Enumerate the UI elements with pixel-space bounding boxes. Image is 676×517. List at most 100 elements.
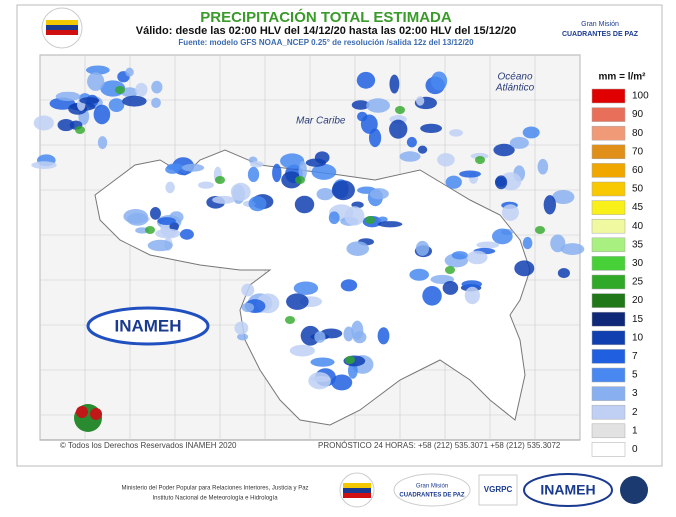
precip-cell <box>247 166 260 183</box>
precip-cell <box>236 333 249 341</box>
precip-cell <box>430 71 448 91</box>
precip-cell <box>75 126 85 134</box>
precip-cell <box>422 286 442 306</box>
precip-cell <box>79 97 100 104</box>
precip-cell <box>181 163 205 172</box>
precip-cell <box>501 204 519 221</box>
precip-cell <box>234 321 249 335</box>
precip-cell <box>150 207 161 220</box>
precip-cell <box>198 181 214 189</box>
precip-cell <box>250 161 264 168</box>
precip-cell <box>437 153 455 167</box>
precip-cell <box>122 95 147 107</box>
legend-swatch <box>591 144 626 160</box>
precip-cell <box>57 118 75 132</box>
legend-swatch <box>591 423 626 439</box>
legend-title: mm = l/m² <box>599 72 647 83</box>
precip-cell <box>351 320 364 340</box>
legend-swatch <box>591 237 626 253</box>
precip-cell <box>365 216 375 224</box>
legend-swatch <box>591 181 626 197</box>
inameh-logo <box>86 306 210 346</box>
precip-cell <box>514 260 535 277</box>
precip-cell <box>377 327 390 345</box>
precip-cell <box>155 228 181 239</box>
sea-label: Mar Caribe <box>296 116 346 127</box>
precip-cell <box>281 171 302 189</box>
forecast-phone: PRONÓSTICO 24 HORAS: +58 (212) 535.3071 … <box>318 441 561 450</box>
institute: Instituto Nacional de Meteorología e Hid… <box>152 496 278 502</box>
precip-cell <box>366 98 391 113</box>
precip-cell <box>212 195 236 204</box>
precip-cell <box>356 71 376 89</box>
precip-cell <box>179 229 194 240</box>
legend-swatch <box>591 88 626 104</box>
precip-cell <box>389 119 408 139</box>
logo-text: Gran Misión <box>416 484 448 490</box>
precip-cell <box>93 104 111 125</box>
precip-cell <box>289 344 315 357</box>
precip-cell <box>399 151 421 162</box>
logo-text: CUADRANTES DE PAZ <box>562 31 639 38</box>
legend-label: 45 <box>632 202 644 213</box>
legend-label: 1 <box>632 425 638 436</box>
legend-label: 25 <box>632 277 644 288</box>
precip-cell <box>248 196 267 212</box>
precip-cell <box>316 188 334 201</box>
precip-cell <box>55 91 81 102</box>
legend-swatch <box>591 330 626 346</box>
precip-cell <box>461 280 482 289</box>
legend-label: 0 <box>632 444 638 455</box>
legend-swatch <box>591 442 626 457</box>
precip-cell <box>285 316 295 324</box>
legend-swatch <box>591 163 626 178</box>
precip-cell <box>151 80 163 94</box>
logo-text: INAMEH <box>540 482 595 498</box>
precip-cell <box>121 87 138 98</box>
precip-cell <box>345 356 355 364</box>
precip-cell <box>449 129 464 137</box>
precip-cell <box>33 115 54 131</box>
legend-swatch <box>591 274 626 290</box>
precip-cell <box>87 72 105 91</box>
ocean-label: Océano <box>497 72 532 83</box>
precip-cell <box>295 176 305 184</box>
precip-cell <box>286 293 309 310</box>
legend-swatch <box>591 293 626 308</box>
legend-swatch <box>591 386 626 401</box>
precip-cell <box>147 239 173 252</box>
precip-cell <box>475 156 485 164</box>
copyright: © Todos los Derechos Reservados INAMEH 2… <box>60 441 237 450</box>
legend-label: 3 <box>632 388 638 399</box>
legend-label: 70 <box>632 146 644 157</box>
precip-cell <box>241 302 255 313</box>
precip-cell <box>368 128 382 148</box>
decoration <box>74 404 102 432</box>
precip-cell <box>476 241 500 249</box>
precip-cell <box>311 163 337 180</box>
precip-cell <box>331 180 355 201</box>
precip-cell <box>459 170 481 178</box>
precip-cell <box>115 86 125 94</box>
precip-cell <box>340 279 358 292</box>
subtitle: Válido: desde las 02:00 HLV del 14/12/20… <box>136 25 517 37</box>
precip-cell <box>466 250 488 265</box>
precip-cell <box>151 97 161 109</box>
precip-cell <box>491 228 513 245</box>
logo-text: Gran Misión <box>581 21 619 28</box>
precip-cell <box>86 65 110 75</box>
legend-label: 15 <box>632 314 644 325</box>
legend-label: 5 <box>632 370 638 381</box>
precip-cell <box>369 188 389 200</box>
legend-label: 30 <box>632 258 644 269</box>
precip-cell <box>509 136 529 149</box>
source: Fuente: modelo GFS NOAA_NCEP 0.25° de re… <box>178 38 474 47</box>
legend-swatch <box>591 367 626 383</box>
precip-cell <box>165 181 175 194</box>
footer-logos <box>339 472 648 508</box>
legend-label: 10 <box>632 332 644 343</box>
precip-cell <box>108 98 125 112</box>
precip-cell <box>157 217 176 225</box>
